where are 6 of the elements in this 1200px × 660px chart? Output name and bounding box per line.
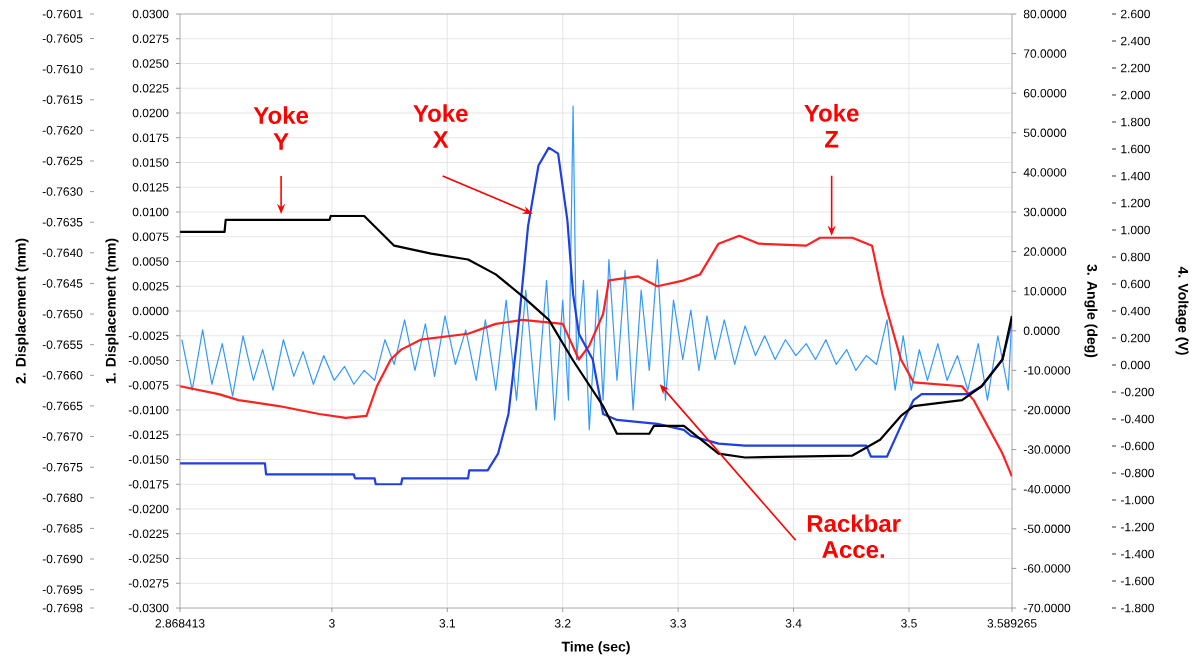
annotation: Yoke Z <box>804 104 859 148</box>
annotation: Yoke Y <box>253 106 309 150</box>
line-series <box>180 146 1012 486</box>
annotation: Rackbar Acce. <box>807 514 901 559</box>
annotation: Yoke X <box>413 104 468 148</box>
line-series <box>181 105 1012 431</box>
